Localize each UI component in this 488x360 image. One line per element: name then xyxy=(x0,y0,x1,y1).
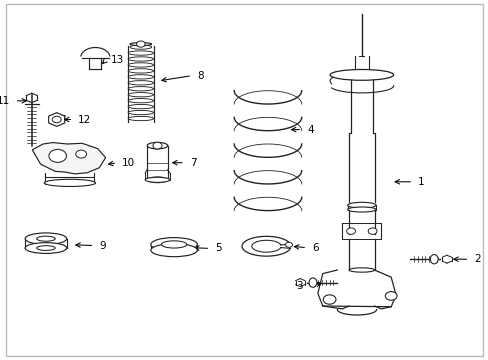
Text: 4: 4 xyxy=(306,125,313,135)
Ellipse shape xyxy=(37,246,55,251)
Ellipse shape xyxy=(150,244,197,257)
Ellipse shape xyxy=(128,69,153,73)
Ellipse shape xyxy=(128,93,153,97)
Text: 5: 5 xyxy=(215,243,222,253)
Ellipse shape xyxy=(128,51,153,55)
Circle shape xyxy=(285,242,292,247)
Circle shape xyxy=(136,41,145,47)
Text: 8: 8 xyxy=(197,71,203,81)
Ellipse shape xyxy=(25,233,66,244)
Circle shape xyxy=(52,116,61,123)
Ellipse shape xyxy=(147,177,167,183)
Ellipse shape xyxy=(429,255,437,264)
Circle shape xyxy=(76,150,86,158)
Ellipse shape xyxy=(147,142,167,149)
Circle shape xyxy=(367,228,376,234)
Circle shape xyxy=(49,149,66,162)
Ellipse shape xyxy=(44,179,96,186)
Ellipse shape xyxy=(308,278,316,287)
Text: 10: 10 xyxy=(122,158,135,168)
Ellipse shape xyxy=(347,207,375,212)
Ellipse shape xyxy=(128,75,153,79)
Ellipse shape xyxy=(128,116,153,121)
Text: 11: 11 xyxy=(0,96,10,106)
Text: 1: 1 xyxy=(417,177,424,187)
Text: 12: 12 xyxy=(78,114,91,125)
Polygon shape xyxy=(32,143,105,174)
Circle shape xyxy=(153,142,162,149)
Ellipse shape xyxy=(128,111,153,115)
Ellipse shape xyxy=(128,63,153,67)
Text: 7: 7 xyxy=(189,158,196,168)
Ellipse shape xyxy=(128,104,153,109)
Ellipse shape xyxy=(145,177,169,182)
Text: 9: 9 xyxy=(99,240,106,251)
Ellipse shape xyxy=(329,69,393,80)
Ellipse shape xyxy=(37,236,55,241)
Circle shape xyxy=(323,295,335,304)
Ellipse shape xyxy=(130,45,151,49)
Ellipse shape xyxy=(347,202,375,208)
Text: 3: 3 xyxy=(296,281,303,291)
Ellipse shape xyxy=(348,268,374,272)
Ellipse shape xyxy=(161,241,186,248)
Ellipse shape xyxy=(128,87,153,91)
Circle shape xyxy=(346,228,355,234)
Text: 13: 13 xyxy=(110,55,123,66)
Ellipse shape xyxy=(25,243,66,253)
Ellipse shape xyxy=(128,57,153,61)
Text: 6: 6 xyxy=(311,243,318,253)
Circle shape xyxy=(385,292,396,300)
Ellipse shape xyxy=(130,42,151,46)
Ellipse shape xyxy=(128,81,153,85)
Text: 2: 2 xyxy=(473,254,480,264)
Ellipse shape xyxy=(150,238,197,251)
Ellipse shape xyxy=(128,99,153,103)
